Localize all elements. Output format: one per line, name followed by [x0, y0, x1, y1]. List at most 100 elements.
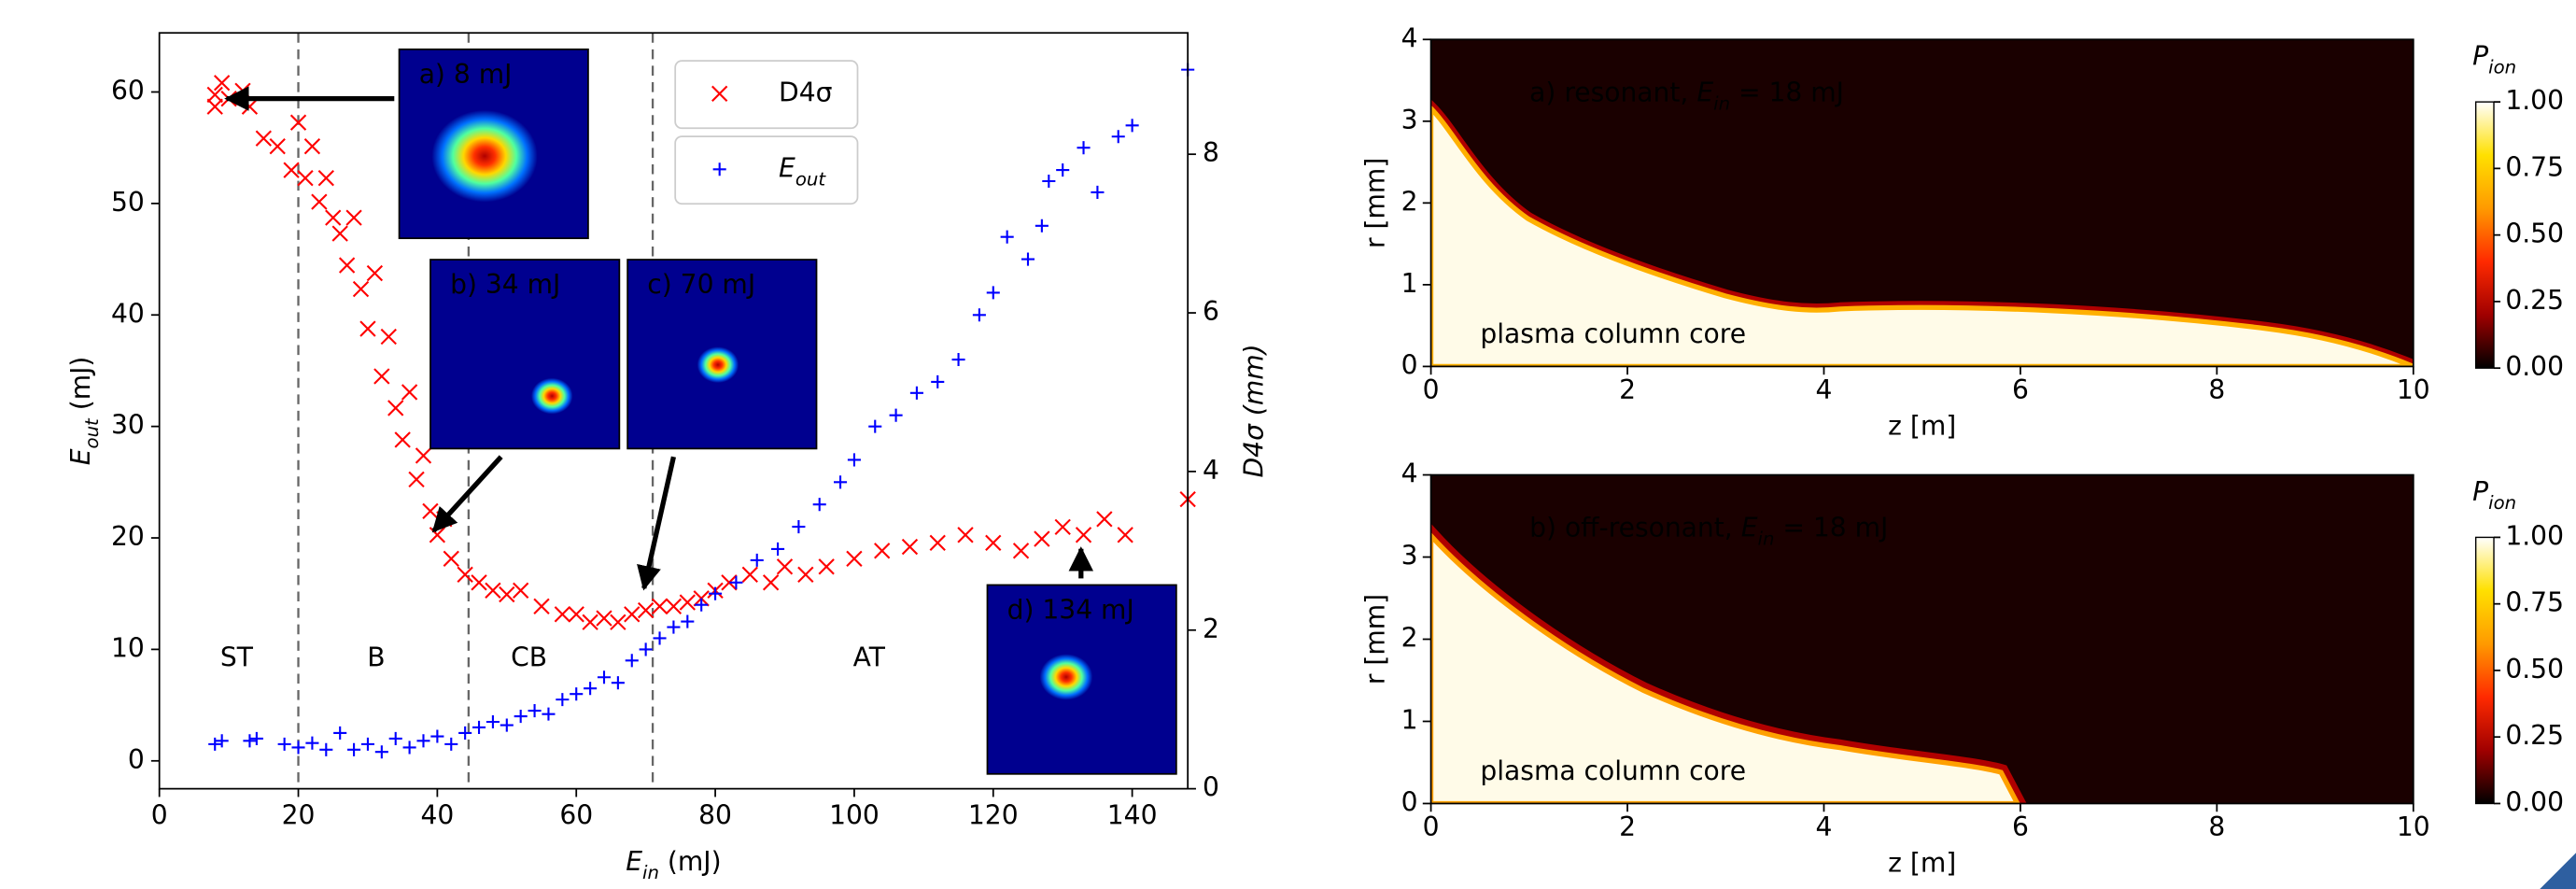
legend-label-part: E	[779, 152, 795, 183]
data-point	[624, 606, 640, 623]
data-point	[528, 704, 542, 718]
x-tick-label: 0	[1423, 374, 1440, 405]
data-point	[729, 575, 743, 589]
data-point	[422, 502, 439, 520]
x-tick-label: 140	[1107, 800, 1158, 831]
colorbar	[2474, 536, 2495, 805]
data-point	[305, 736, 319, 750]
data-point	[582, 614, 598, 630]
data-point	[499, 586, 515, 603]
data-point	[792, 520, 806, 534]
colorbar-label-part: P	[2472, 41, 2488, 72]
data-point	[1075, 527, 1092, 543]
data-point	[637, 601, 655, 619]
data-point	[1111, 130, 1125, 144]
x-tick-label: 120	[968, 800, 1019, 831]
data-point	[653, 631, 667, 645]
beam-spot	[530, 377, 573, 415]
data-point	[333, 726, 347, 740]
data-point	[303, 138, 321, 155]
legend-label-part: out	[795, 168, 827, 190]
data-point	[394, 431, 411, 448]
x-tick-label: 8	[2208, 811, 2225, 842]
data-point	[401, 384, 418, 401]
data-point	[472, 720, 486, 735]
data-point	[347, 742, 361, 756]
data-point	[243, 734, 257, 748]
data-point	[208, 737, 222, 751]
x-axis-label-part: (mJ)	[659, 846, 722, 877]
pointer-arrow	[431, 455, 503, 533]
data-point	[901, 538, 919, 556]
data-point	[639, 642, 653, 656]
colorbar	[2474, 101, 2495, 369]
colorbar-tick-label: 0.75	[2505, 587, 2564, 618]
x-axis-label: Ein (mJ)	[626, 846, 721, 883]
data-point	[1042, 174, 1056, 189]
data-point	[610, 614, 626, 630]
y-axis-label: r [mm]	[1360, 158, 1391, 248]
colorbar-tick-label: 0.25	[2505, 285, 2564, 316]
colorbar-tick-label: 1.00	[2505, 520, 2564, 551]
data-point	[360, 737, 374, 751]
data-point	[249, 731, 263, 745]
y-axis-label-part: (mJ)	[65, 357, 96, 419]
y-tick-label: 1	[1401, 704, 1418, 735]
data-point	[331, 225, 348, 242]
data-point	[359, 320, 376, 337]
data-point	[556, 693, 570, 707]
data-point	[311, 193, 328, 210]
data-point	[443, 550, 459, 567]
inset-label: c) 70 mJ	[647, 269, 755, 300]
data-point	[319, 742, 333, 756]
y2-tick-label: 2	[1203, 614, 1219, 644]
y-tick-label: 3	[1401, 105, 1418, 135]
data-point	[771, 542, 785, 556]
y2-tick-label: 0	[1203, 772, 1219, 803]
legend-box	[674, 60, 859, 130]
data-point	[241, 98, 259, 115]
data-point	[986, 286, 1000, 300]
colorbar-tick-label: 0.75	[2505, 151, 2564, 182]
beam-spot	[431, 109, 538, 203]
x-tick-label: 2	[1619, 811, 1636, 842]
data-point	[797, 566, 814, 583]
x-axis-label: z [m]	[1888, 848, 1956, 879]
plot-frame	[158, 32, 1189, 790]
colorbar-label-part: P	[2472, 476, 2488, 507]
x-tick-label: 100	[829, 800, 880, 831]
data-point	[325, 209, 342, 226]
y-tick-label: 4	[1401, 22, 1418, 53]
data-point	[554, 606, 571, 623]
panel-title-part: = 18 mJ	[1774, 513, 1888, 543]
data-point	[611, 676, 625, 690]
data-point	[1034, 530, 1050, 547]
data-point	[625, 654, 639, 668]
x-tick-label: 80	[698, 800, 732, 831]
x-tick-label: 6	[2012, 811, 2029, 842]
data-point	[597, 670, 612, 684]
data-point	[408, 471, 425, 488]
data-point	[1077, 141, 1091, 155]
data-point	[206, 98, 223, 115]
plasma-image	[1430, 39, 2414, 367]
data-point	[972, 308, 986, 322]
colorbar-tick-label: 0.25	[2505, 720, 2564, 751]
data-point	[277, 737, 291, 751]
y-tick-label: 1	[1401, 268, 1418, 299]
data-point	[269, 138, 286, 155]
x-tick-label: 60	[559, 800, 593, 831]
beam-inset	[429, 259, 621, 450]
data-point	[1035, 219, 1049, 233]
data-point	[486, 714, 500, 729]
data-point	[985, 534, 1002, 552]
y-tick-label: 50	[111, 187, 145, 218]
data-point	[665, 598, 683, 614]
data-point	[847, 453, 861, 467]
data-point	[373, 368, 390, 385]
x-tick-label: 10	[2397, 811, 2430, 842]
y-axis-label-part: out	[81, 417, 103, 449]
data-point	[834, 475, 848, 489]
data-point	[1117, 527, 1133, 543]
